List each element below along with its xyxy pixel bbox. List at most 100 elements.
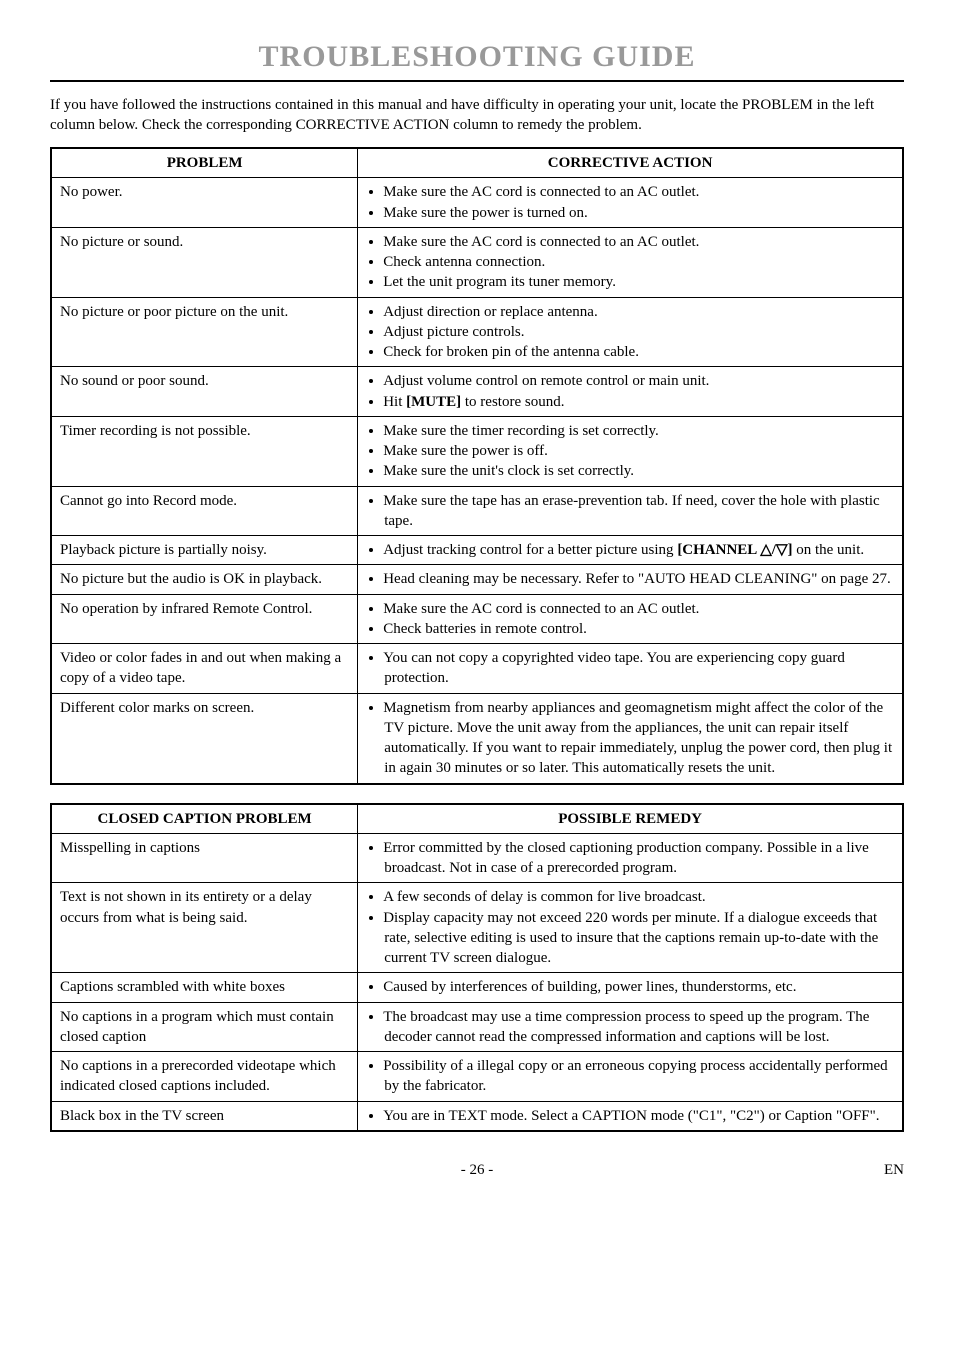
- action-item: Adjust picture controls.: [384, 322, 894, 342]
- table-row: Black box in the TV screen You are in TEX…: [51, 1101, 903, 1131]
- action-list: A few seconds of delay is common for liv…: [366, 887, 894, 968]
- action-cell: Error committed by the closed captioning…: [358, 833, 903, 883]
- problem-cell: Timer recording is not possible.: [51, 416, 358, 486]
- footer-page-number: - 26 -: [110, 1162, 844, 1179]
- table-row: Different color marks on screen. Magnetis…: [51, 693, 903, 784]
- action-list: Make sure the AC cord is connected to an…: [366, 232, 894, 293]
- action-list: Error committed by the closed captioning…: [366, 838, 894, 879]
- problem-cell: No operation by infrared Remote Control.: [51, 594, 358, 644]
- action-item: Check for broken pin of the antenna cabl…: [384, 342, 894, 362]
- action-cell: Adjust tracking control for a better pic…: [358, 536, 903, 565]
- action-cell: Head cleaning may be necessary. Refer to…: [358, 565, 903, 594]
- action-list: Magnetism from nearby appliances and geo…: [366, 698, 894, 779]
- table-row: Timer recording is not possible.Make sur…: [51, 416, 903, 486]
- action-item: A few seconds of delay is common for liv…: [384, 887, 894, 907]
- action-item: Display capacity may not exceed 220 word…: [384, 908, 894, 969]
- title-rule: [50, 80, 904, 82]
- action-cell: Make sure the tape has an erase-preventi…: [358, 486, 903, 536]
- table-row: No picture or sound. Make sure the AC cor…: [51, 227, 903, 297]
- action-cell: A few seconds of delay is common for liv…: [358, 883, 903, 973]
- action-item: Head cleaning may be necessary. Refer to…: [384, 569, 894, 589]
- action-item: Magnetism from nearby appliances and geo…: [384, 698, 894, 779]
- problem-cell: No picture or sound.: [51, 227, 358, 297]
- table-row: Playback picture is partially noisy. Adju…: [51, 536, 903, 565]
- problem-cell: No sound or poor sound.: [51, 367, 358, 417]
- action-cell: Magnetism from nearby appliances and geo…: [358, 693, 903, 784]
- action-cell: Possibility of a illegal copy or an erro…: [358, 1052, 903, 1102]
- problem-cell: Misspelling in captions: [51, 833, 358, 883]
- problem-cell: No power.: [51, 178, 358, 228]
- table-row: Cannot go into Record mode.Make sure the…: [51, 486, 903, 536]
- action-item: The broadcast may use a time compression…: [384, 1007, 894, 1048]
- table-row: No captions in a program which must cont…: [51, 1002, 903, 1052]
- action-cell: Caused by interferences of building, pow…: [358, 973, 903, 1002]
- problem-cell: No picture or poor picture on the unit.: [51, 297, 358, 367]
- header-problem: PROBLEM: [51, 148, 358, 178]
- problem-cell: Cannot go into Record mode.: [51, 486, 358, 536]
- problem-cell: Different color marks on screen.: [51, 693, 358, 784]
- table-row: Video or color fades in and out when mak…: [51, 644, 903, 694]
- action-list: The broadcast may use a time compression…: [366, 1007, 894, 1048]
- page-title: TROUBLESHOOTING GUIDE: [50, 40, 904, 74]
- table2-body: Misspelling in captions Error committed b…: [51, 833, 903, 1131]
- action-item: Make sure the AC cord is connected to an…: [384, 182, 894, 202]
- action-item: Caused by interferences of building, pow…: [384, 977, 894, 997]
- action-item: Possibility of a illegal copy or an erro…: [384, 1056, 894, 1097]
- problem-cell: No captions in a program which must cont…: [51, 1002, 358, 1052]
- header-action: CORRECTIVE ACTION: [358, 148, 903, 178]
- action-item: Make sure the AC cord is connected to an…: [384, 232, 894, 252]
- problem-cell: Text is not shown in its entirety or a d…: [51, 883, 358, 973]
- table-row: Text is not shown in its entirety or a d…: [51, 883, 903, 973]
- action-item: Make sure the power is off.: [384, 441, 894, 461]
- problem-cell: No picture but the audio is OK in playba…: [51, 565, 358, 594]
- action-item: Make sure the power is turned on.: [384, 203, 894, 223]
- action-item: Adjust volume control on remote control …: [384, 371, 894, 391]
- action-list: Possibility of a illegal copy or an erro…: [366, 1056, 894, 1097]
- header-cc-problem: CLOSED CAPTION PROBLEM: [51, 804, 358, 834]
- action-item: Make sure the unit's clock is set correc…: [384, 461, 894, 481]
- action-cell: Adjust direction or replace antenna.Adju…: [358, 297, 903, 367]
- action-item: Check batteries in remote control.: [384, 619, 894, 639]
- action-cell: The broadcast may use a time compression…: [358, 1002, 903, 1052]
- action-item: Make sure the AC cord is connected to an…: [384, 599, 894, 619]
- action-list: Make sure the timer recording is set cor…: [366, 421, 894, 482]
- closed-caption-table: CLOSED CAPTION PROBLEM POSSIBLE REMEDY M…: [50, 803, 904, 1132]
- header-cc-remedy: POSSIBLE REMEDY: [358, 804, 903, 834]
- action-item: Check antenna connection.: [384, 252, 894, 272]
- table-row: No operation by infrared Remote Control.…: [51, 594, 903, 644]
- action-list: Make sure the AC cord is connected to an…: [366, 599, 894, 640]
- table-row: Misspelling in captions Error committed b…: [51, 833, 903, 883]
- action-item: Adjust tracking control for a better pic…: [384, 540, 894, 560]
- action-list: You can not copy a copyrighted video tap…: [366, 648, 894, 689]
- action-list: Head cleaning may be necessary. Refer to…: [366, 569, 894, 589]
- action-item: Hit [MUTE] to restore sound.: [384, 392, 894, 412]
- action-cell: Make sure the AC cord is connected to an…: [358, 178, 903, 228]
- problem-cell: No captions in a prerecorded videotape w…: [51, 1052, 358, 1102]
- action-list: You are in TEXT mode. Select a CAPTION m…: [366, 1106, 894, 1126]
- problem-cell: Playback picture is partially noisy.: [51, 536, 358, 565]
- action-item: Error committed by the closed captioning…: [384, 838, 894, 879]
- page-footer: - 26 - EN: [50, 1162, 904, 1179]
- action-list: Make sure the AC cord is connected to an…: [366, 182, 894, 223]
- table-header-row: CLOSED CAPTION PROBLEM POSSIBLE REMEDY: [51, 804, 903, 834]
- action-list: Adjust direction or replace antenna.Adju…: [366, 302, 894, 363]
- action-list: Adjust volume control on remote control …: [366, 371, 894, 412]
- table-row: No picture but the audio is OK in playba…: [51, 565, 903, 594]
- action-cell: Adjust volume control on remote control …: [358, 367, 903, 417]
- action-cell: Make sure the AC cord is connected to an…: [358, 227, 903, 297]
- table1-body: No power. Make sure the AC cord is connec…: [51, 178, 903, 784]
- footer-left: [50, 1162, 110, 1179]
- problem-cell: Black box in the TV screen: [51, 1101, 358, 1131]
- table-row: No captions in a prerecorded videotape w…: [51, 1052, 903, 1102]
- action-cell: Make sure the AC cord is connected to an…: [358, 594, 903, 644]
- action-list: Make sure the tape has an erase-preventi…: [366, 491, 894, 532]
- action-item: You are in TEXT mode. Select a CAPTION m…: [384, 1106, 894, 1126]
- action-list: Adjust tracking control for a better pic…: [366, 540, 894, 560]
- action-item: Let the unit program its tuner memory.: [384, 272, 894, 292]
- table-row: No sound or poor sound. Adjust volume con…: [51, 367, 903, 417]
- intro-paragraph: If you have followed the instructions co…: [50, 96, 904, 135]
- table-row: No picture or poor picture on the unit.A…: [51, 297, 903, 367]
- table-row: No power. Make sure the AC cord is connec…: [51, 178, 903, 228]
- table-header-row: PROBLEM CORRECTIVE ACTION: [51, 148, 903, 178]
- action-cell: You can not copy a copyrighted video tap…: [358, 644, 903, 694]
